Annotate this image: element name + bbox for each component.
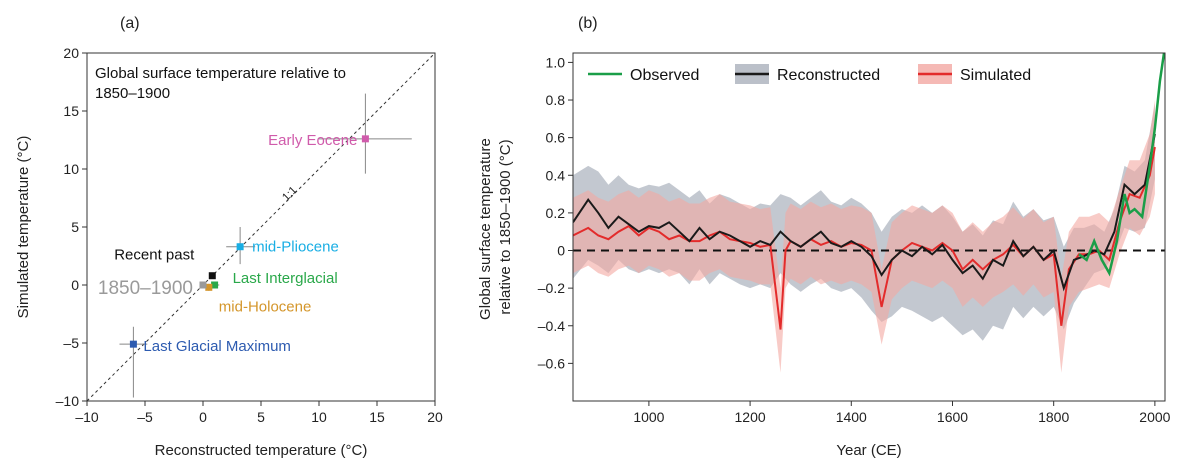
panel-a-xlabel: Reconstructed temperature (°C)	[155, 442, 368, 459]
panel-a-ylabel: Simulated temperature (°C)	[15, 136, 32, 319]
y-tick-label: –0.6	[538, 355, 565, 371]
point-marker	[208, 272, 216, 280]
point-marker	[236, 243, 244, 251]
point-label: mid-Pliocene	[252, 239, 339, 256]
point-label: mid-Holocene	[219, 298, 312, 315]
one-to-one-label: 1:1	[280, 184, 299, 203]
y-tick-label: 0	[557, 243, 565, 259]
x-tick-label: 1800	[1038, 409, 1069, 425]
panel-a-label: (a)	[120, 15, 140, 32]
panel-b-label: (b)	[578, 15, 598, 32]
y-tick-label: 0.2	[546, 205, 566, 221]
point-marker	[129, 340, 137, 348]
x-tick-label: 2000	[1139, 409, 1170, 425]
point-1850-1900: 1850–1900	[98, 278, 207, 299]
y-tick-label: –5	[63, 335, 79, 351]
y-tick-label: 10	[63, 161, 79, 177]
panel-b-ylabel: Global surface temperature relative to 1…	[477, 134, 514, 320]
point-label: Early Eocene	[268, 132, 357, 149]
panel-b: (b) 1000 1200 1400 1600 1800 2000 –0.6 –0.4 –0.2…	[477, 15, 1171, 459]
point-marker	[205, 283, 213, 291]
x-tick-label: 20	[427, 409, 443, 425]
y-tick-label: 5	[71, 219, 79, 235]
panel-b-ylabel-line-1: Global surface temperature	[477, 138, 494, 320]
legend-item-reconstructed: Reconstructed	[735, 64, 880, 84]
point-label: 1850–1900	[98, 278, 193, 299]
x-tick-label: 10	[311, 409, 327, 425]
legend-label: Reconstructed	[777, 67, 880, 84]
reconstructed-line	[573, 133, 1156, 292]
y-tick-label: 0	[71, 277, 79, 293]
legend-label: Simulated	[960, 67, 1031, 84]
point-last-interglacial: Last Interglacial	[209, 270, 338, 289]
panel-a-title: Global surface temperature relative to 1…	[95, 65, 350, 102]
point-last-glacial-maximum: Last Glacial Maximum	[119, 326, 291, 398]
simulated-line	[573, 146, 1156, 330]
x-tick-label: 0	[199, 409, 207, 425]
x-tick-label: –5	[137, 409, 153, 425]
y-tick-label: –0.4	[538, 318, 565, 334]
x-tick-label: 1000	[633, 409, 664, 425]
legend-label: Observed	[630, 67, 699, 84]
panel-b-plot-area	[572, 52, 1166, 402]
panel-b-legend: Observed Reconstructed Simulated	[588, 64, 1031, 84]
simulated-uncertainty-band	[573, 100, 1155, 373]
x-tick-label: 1600	[937, 409, 968, 425]
y-tick-label: 0.6	[546, 130, 566, 146]
y-tick-label: –0.2	[538, 280, 565, 296]
point-label: Recent past	[114, 247, 195, 264]
legend-item-observed: Observed	[588, 67, 699, 84]
panel-b-ylabel-line-2: relative to 1850–1900 (°C)	[497, 139, 514, 314]
y-tick-label: 1.0	[546, 54, 566, 70]
y-tick-label: –10	[56, 393, 80, 409]
y-tick-label: 0.4	[546, 167, 566, 183]
panel-b-xlabel: Year (CE)	[836, 442, 901, 459]
panel-a-title-line-1: Global surface temperature relative to	[95, 65, 346, 82]
point-recent-past: Recent past	[114, 247, 216, 280]
panel-a: (a) 1:1 Global surface temperature relat…	[15, 15, 443, 459]
x-tick-label: 15	[369, 409, 385, 425]
x-tick-label: –10	[75, 409, 99, 425]
one-to-one-line	[86, 52, 436, 402]
point-mid-holocene: mid-Holocene	[205, 283, 312, 315]
point-marker	[361, 135, 369, 143]
point-label: Last Interglacial	[233, 270, 338, 287]
panel-a-title-line-2: 1850–1900	[95, 85, 170, 102]
point-marker	[211, 281, 219, 289]
x-tick-label: 1400	[836, 409, 867, 425]
point-mid-pliocene: mid-Pliocene	[226, 227, 339, 265]
x-tick-label: 1200	[735, 409, 766, 425]
y-tick-label: 0.8	[546, 92, 566, 108]
point-marker	[199, 281, 207, 289]
point-early-eocene: Early Eocene	[268, 93, 412, 174]
y-tick-label: 20	[63, 45, 79, 61]
point-label: Last Glacial Maximum	[143, 338, 291, 355]
legend-item-simulated: Simulated	[918, 64, 1031, 84]
y-tick-label: 15	[63, 103, 79, 119]
observed-line	[1078, 53, 1165, 277]
x-tick-label: 5	[257, 409, 265, 425]
